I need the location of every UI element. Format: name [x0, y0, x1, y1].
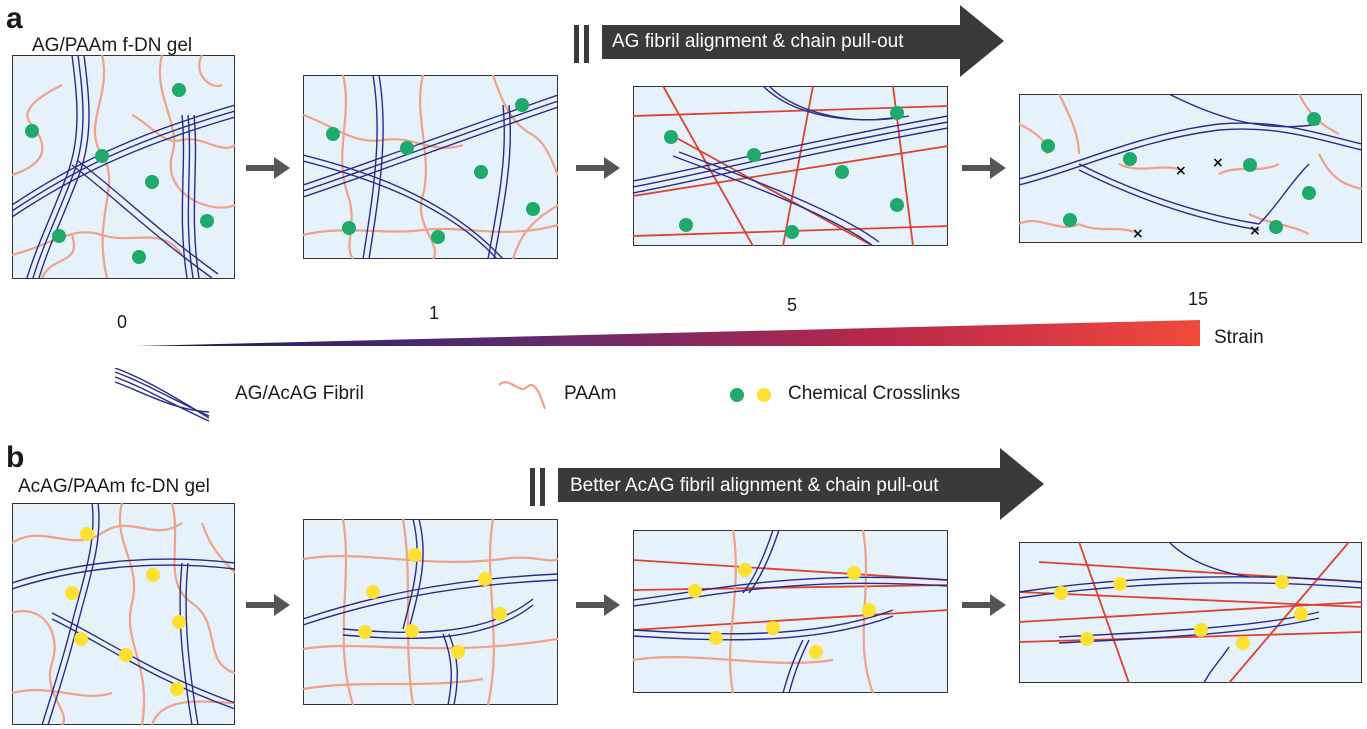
strain-tick-1: 1 [429, 303, 440, 323]
panel-b-banner-arrow [530, 448, 1044, 520]
panel-a-letter: a [6, 2, 23, 35]
panel-b-state-2 [303, 519, 558, 705]
panel-a-state-1 [12, 55, 235, 279]
strain-tick-0: 0 [117, 312, 128, 332]
paam-chain-icon [498, 381, 547, 410]
legend-paam-swatch [497, 375, 547, 411]
svg-text:×: × [1175, 163, 1187, 179]
strain-label: Strain [1214, 327, 1264, 348]
panel-a-state-4: × × × × [1019, 94, 1362, 243]
panel-b-arrow-2 [576, 594, 620, 616]
panel-a-arrow-2 [576, 157, 620, 179]
panel-b-banner-text: Better AcAG fibril alignment & chain pul… [570, 475, 939, 496]
strain-tick-5: 5 [787, 295, 798, 315]
panel-b-state-4 [1019, 542, 1362, 683]
legend-fibril-swatch [113, 368, 213, 424]
legend-crosslinks-label: Chemical Crosslinks [788, 383, 961, 404]
panel-b-arrow-3 [962, 594, 1006, 616]
fibril-icon [114, 368, 210, 422]
crosslink-green-dot [730, 388, 744, 402]
svg-text:×: × [1212, 155, 1224, 171]
svg-text:×: × [1249, 223, 1261, 239]
crosslink-yellow-dot [757, 388, 771, 402]
panel-a-banner: AG fibril alignment & chain pull-out [574, 3, 1004, 79]
strain-tick-15: 15 [1188, 289, 1209, 309]
panel-b-letter: b [6, 441, 25, 474]
panel-a-arrow-3 [962, 157, 1006, 179]
panel-a-banner-arrow [574, 5, 1004, 77]
panel-b-banner: Better AcAG fibril alignment & chain pul… [530, 446, 1044, 522]
legend-paam-label: PAAm [564, 383, 617, 404]
legend-crosslink-swatches [728, 385, 778, 405]
panel-a-gel-label: AG/PAAm f-DN gel [32, 35, 193, 56]
panel-b-arrow-1 [246, 594, 290, 616]
strain-gradient-wedge [136, 318, 1202, 348]
panel-a-banner-text: AG fibril alignment & chain pull-out [612, 31, 904, 52]
panel-a-arrow-1 [246, 157, 290, 179]
panel-b-state-1 [12, 503, 235, 725]
panel-a-state-2 [303, 75, 558, 259]
panel-b-gel-label: AcAG/PAAm fc-DN gel [18, 476, 210, 497]
panel-a-state-3 [633, 86, 948, 246]
svg-text:×: × [1132, 226, 1144, 242]
panel-b-state-3 [633, 530, 948, 693]
legend-fibril-label: AG/AcAG Fibril [235, 383, 364, 404]
